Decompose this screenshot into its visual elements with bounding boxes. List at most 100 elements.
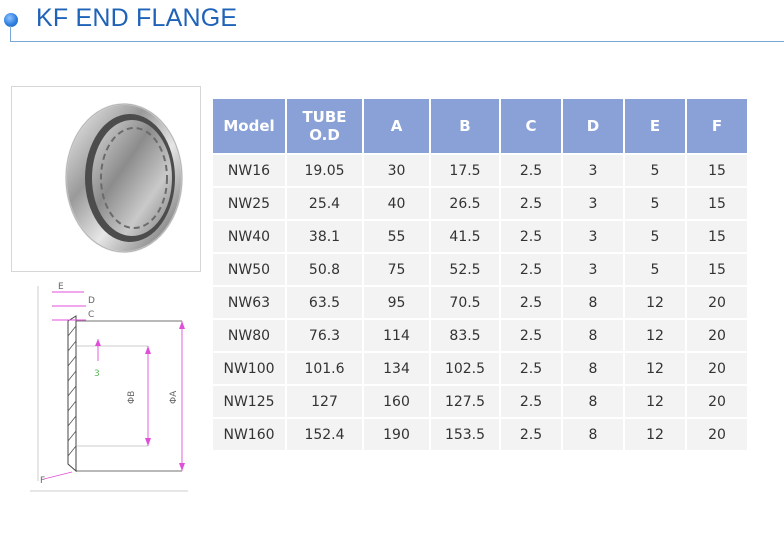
- cell-b: 52.5: [431, 254, 499, 285]
- cell-e: 5: [625, 188, 685, 219]
- cell-a: 190: [364, 419, 429, 450]
- cell-e: 5: [625, 254, 685, 285]
- table-row: NW63 63.5 95 70.5 2.5 8 12 20: [213, 287, 747, 318]
- dimension-drawing: E D C 3 ΦB ΦA F: [30, 276, 195, 496]
- cell-tube-od: 152.4: [287, 419, 362, 450]
- cell-d: 8: [563, 320, 623, 351]
- cell-c: 2.5: [501, 155, 561, 186]
- dim-label-c: C: [88, 310, 94, 320]
- cell-c: 2.5: [501, 287, 561, 318]
- cell-e: 12: [625, 419, 685, 450]
- cell-e: 5: [625, 221, 685, 252]
- cell-tube-od: 101.6: [287, 353, 362, 384]
- table-row: NW16 19.05 30 17.5 2.5 3 5 15: [213, 155, 747, 186]
- cell-e: 12: [625, 320, 685, 351]
- cell-f: 20: [687, 320, 747, 351]
- cell-model: NW25: [213, 188, 285, 219]
- cell-b: 127.5: [431, 386, 499, 417]
- cell-c: 2.5: [501, 419, 561, 450]
- cell-model: NW160: [213, 419, 285, 450]
- dim-label-e: E: [58, 282, 64, 292]
- cell-d: 3: [563, 188, 623, 219]
- col-header-tube-od-text: TUBE O.D: [302, 108, 347, 144]
- col-header-a: A: [364, 99, 429, 153]
- cell-c: 2.5: [501, 353, 561, 384]
- bullet-icon: [4, 13, 18, 27]
- cell-a: 55: [364, 221, 429, 252]
- table-row: NW100 101.6 134 102.5 2.5 8 12 20: [213, 353, 747, 384]
- cell-b: 153.5: [431, 419, 499, 450]
- cell-model: NW16: [213, 155, 285, 186]
- cell-f: 20: [687, 386, 747, 417]
- col-header-tube-od: TUBE O.D: [287, 99, 362, 153]
- cell-c: 2.5: [501, 221, 561, 252]
- cell-b: 70.5: [431, 287, 499, 318]
- cell-tube-od: 38.1: [287, 221, 362, 252]
- cell-d: 3: [563, 221, 623, 252]
- cell-c: 2.5: [501, 254, 561, 285]
- cell-f: 15: [687, 155, 747, 186]
- cell-e: 12: [625, 287, 685, 318]
- cell-d: 3: [563, 155, 623, 186]
- cell-tube-od: 63.5: [287, 287, 362, 318]
- table-row: NW25 25.4 40 26.5 2.5 3 5 15: [213, 188, 747, 219]
- dim-label-b: ΦB: [127, 391, 137, 404]
- cell-tube-od: 76.3: [287, 320, 362, 351]
- col-header-e: E: [625, 99, 685, 153]
- cell-model: NW100: [213, 353, 285, 384]
- cell-model: NW40: [213, 221, 285, 252]
- cell-a: 40: [364, 188, 429, 219]
- dim-label-f: F: [40, 476, 45, 486]
- col-header-b: B: [431, 99, 499, 153]
- product-photo: [11, 86, 201, 272]
- cell-model: NW80: [213, 320, 285, 351]
- cell-model: NW50: [213, 254, 285, 285]
- cell-tube-od: 127: [287, 386, 362, 417]
- cell-b: 102.5: [431, 353, 499, 384]
- dim-label-d: D: [88, 296, 95, 306]
- cell-b: 17.5: [431, 155, 499, 186]
- spec-table: Model TUBE O.D A B C D E F NW16 19.05 30…: [211, 97, 749, 452]
- cell-a: 95: [364, 287, 429, 318]
- header-divider-left: [10, 26, 11, 42]
- page-title: KF END FLANGE: [36, 4, 238, 32]
- cell-tube-od: 19.05: [287, 155, 362, 186]
- cell-b: 26.5: [431, 188, 499, 219]
- cell-f: 15: [687, 254, 747, 285]
- cell-c: 2.5: [501, 320, 561, 351]
- cell-f: 15: [687, 188, 747, 219]
- cell-b: 41.5: [431, 221, 499, 252]
- cell-a: 30: [364, 155, 429, 186]
- flange-photo-icon: [65, 103, 183, 253]
- cell-model: NW125: [213, 386, 285, 417]
- cell-b: 83.5: [431, 320, 499, 351]
- table-row: NW125 127 160 127.5 2.5 8 12 20: [213, 386, 747, 417]
- table-header-row: Model TUBE O.D A B C D E F: [213, 99, 747, 153]
- cell-e: 5: [625, 155, 685, 186]
- cell-tube-od: 25.4: [287, 188, 362, 219]
- cell-d: 8: [563, 386, 623, 417]
- table-row: NW80 76.3 114 83.5 2.5 8 12 20: [213, 320, 747, 351]
- table-row: NW160 152.4 190 153.5 2.5 8 12 20: [213, 419, 747, 450]
- cell-a: 134: [364, 353, 429, 384]
- cell-f: 20: [687, 287, 747, 318]
- cell-a: 114: [364, 320, 429, 351]
- cell-d: 8: [563, 353, 623, 384]
- cell-c: 2.5: [501, 386, 561, 417]
- cell-f: 15: [687, 221, 747, 252]
- col-header-d: D: [563, 99, 623, 153]
- col-header-model: Model: [213, 99, 285, 153]
- cell-a: 75: [364, 254, 429, 285]
- cell-f: 20: [687, 419, 747, 450]
- cell-tube-od: 50.8: [287, 254, 362, 285]
- page-header: KF END FLANGE: [0, 0, 784, 44]
- col-header-c: C: [501, 99, 561, 153]
- cell-model: NW63: [213, 287, 285, 318]
- cell-e: 12: [625, 353, 685, 384]
- cell-d: 3: [563, 254, 623, 285]
- col-header-f: F: [687, 99, 747, 153]
- table-row: NW40 38.1 55 41.5 2.5 3 5 15: [213, 221, 747, 252]
- cell-c: 2.5: [501, 188, 561, 219]
- cell-e: 12: [625, 386, 685, 417]
- dim-label-3: 3: [94, 369, 100, 379]
